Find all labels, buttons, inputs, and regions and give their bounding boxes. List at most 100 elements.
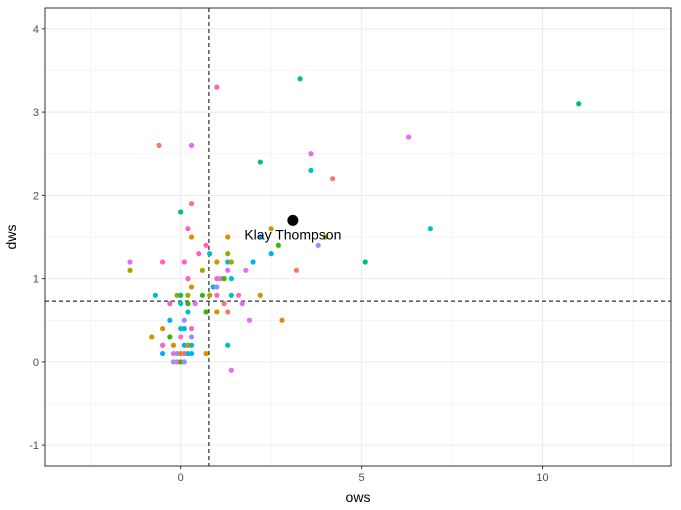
- scatter-point: [214, 309, 220, 315]
- scatter-point: [170, 350, 177, 357]
- scatter-point: [225, 267, 231, 273]
- scatter-point: [203, 350, 209, 357]
- y-tick-label: -1: [29, 440, 39, 452]
- scatter-point: [203, 309, 209, 315]
- scatter-point: [181, 317, 187, 323]
- scatter-point: [181, 350, 187, 357]
- scatter-point: [188, 201, 195, 207]
- scatter-point: [188, 142, 195, 148]
- y-tick-label: 2: [33, 190, 39, 202]
- scatter-point: [181, 259, 187, 265]
- scatter-point: [214, 292, 220, 298]
- scatter-point: [170, 359, 177, 365]
- scatter-point: [188, 284, 195, 290]
- x-tick-label: 5: [359, 472, 365, 484]
- scatter-point: [192, 301, 198, 307]
- scatter-point: [181, 342, 187, 348]
- highlight-layer: Klay Thompson: [244, 214, 341, 242]
- scatter-point: [576, 101, 582, 107]
- scatter-point: [250, 259, 256, 265]
- scatter-point: [362, 259, 368, 265]
- scatter-point: [185, 342, 191, 348]
- scatter-point: [199, 292, 206, 298]
- scatter-point: [214, 284, 220, 290]
- scatter-point: [178, 292, 184, 298]
- scatter-point: [225, 342, 231, 348]
- scatter-point: [268, 226, 274, 232]
- scatter-point: [308, 167, 314, 173]
- scatter-point: [246, 317, 253, 323]
- reference-lines: [45, 8, 671, 466]
- scatter-point: [160, 259, 166, 265]
- scatter-point: [127, 259, 133, 265]
- highlight-point: [287, 214, 299, 226]
- scatter-point: [196, 251, 202, 257]
- scatter-point: [235, 292, 242, 298]
- scatter-point: [127, 267, 133, 273]
- scatter-point: [225, 309, 231, 315]
- scatter-point: [188, 234, 195, 240]
- scatter-point: [293, 267, 300, 273]
- scatter-point: [156, 142, 162, 148]
- scatter-point: [221, 301, 227, 307]
- y-tick-label: 4: [33, 24, 39, 36]
- scatter-point: [214, 259, 220, 265]
- scatter-point: [308, 151, 314, 157]
- scatter-point: [167, 301, 173, 307]
- x-axis-title: ows: [346, 489, 371, 505]
- scatter-point: [228, 276, 234, 282]
- scatter-point: [152, 292, 158, 298]
- scatter-point: [243, 267, 249, 273]
- scatter-point: [279, 317, 285, 323]
- scatter-point: [178, 334, 184, 340]
- scatter-point: [257, 234, 263, 240]
- scatter-point: [185, 301, 191, 307]
- axis-ticks: 0 5 10 -1 0 1 2 3 4: [29, 24, 548, 484]
- scatter-point: [185, 276, 191, 282]
- scatter-point: [315, 242, 321, 248]
- scatter-point: [228, 367, 234, 373]
- scatter-point: [228, 292, 234, 298]
- scatter-point: [185, 350, 191, 357]
- grid-lines: [45, 8, 671, 466]
- scatter-point: [330, 176, 336, 182]
- highlight-label: Klay Thompson: [244, 226, 341, 242]
- scatter-point: [257, 292, 263, 298]
- scatter-point: [160, 350, 166, 357]
- scatter-point: [275, 242, 281, 248]
- scatter-point: [160, 326, 166, 332]
- scatter-point: [228, 259, 234, 265]
- scatter-point: [178, 209, 184, 215]
- scatter-point: [268, 251, 274, 257]
- scatter-point: [203, 242, 209, 248]
- scatter-point: [160, 342, 166, 348]
- scatter-point: [185, 226, 191, 232]
- scatter-point: [181, 326, 187, 332]
- scatter-point: [188, 326, 195, 332]
- panel-border: [44, 7, 672, 467]
- scatter-point: [225, 234, 231, 240]
- scatter-point: [210, 284, 216, 290]
- data-points: [127, 76, 582, 373]
- y-tick-label: 3: [33, 107, 39, 119]
- scatter-point: [297, 76, 303, 82]
- scatter-point: [170, 342, 177, 348]
- scatter-point: [214, 276, 220, 282]
- y-tick-label: 1: [33, 274, 39, 286]
- scatter-point: [322, 234, 329, 240]
- scatter-point: [174, 350, 180, 357]
- scatter-point: [207, 292, 213, 298]
- scatter-point: [257, 159, 263, 165]
- x-tick-label: 10: [536, 472, 548, 484]
- x-tick-label: 0: [178, 472, 184, 484]
- scatter-point: [221, 276, 227, 282]
- scatter-point: [167, 317, 173, 323]
- scatter-point: [199, 267, 206, 273]
- scatter-point: [239, 301, 245, 307]
- y-tick-label: 0: [33, 357, 39, 369]
- scatter-point: [185, 292, 191, 298]
- scatter-point: [178, 301, 184, 307]
- scatter-point: [188, 350, 195, 357]
